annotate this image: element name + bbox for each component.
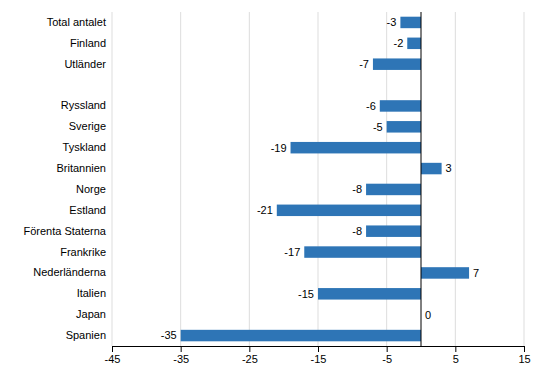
y-tick: Sverige	[69, 120, 112, 132]
bar	[291, 142, 421, 153]
y-tick-label: Nederländerna	[33, 266, 107, 278]
grid-line	[112, 12, 113, 346]
x-tick-mark	[249, 346, 250, 352]
bar	[304, 246, 421, 257]
x-tick: 15	[518, 346, 530, 365]
data-label: -15	[298, 288, 314, 300]
bar	[407, 38, 421, 49]
bar	[366, 225, 421, 236]
bar	[181, 330, 421, 341]
bar	[400, 17, 421, 28]
data-label: -17	[284, 246, 300, 258]
y-tick: Japan	[76, 308, 112, 320]
bar	[373, 58, 421, 69]
y-tick: Total antalet	[47, 16, 112, 28]
x-tick-label: 15	[518, 353, 530, 365]
data-label: -7	[359, 58, 369, 70]
data-label: -35	[161, 329, 177, 341]
x-tick-label: -5	[382, 353, 392, 365]
y-tick-label: Japan	[76, 308, 106, 320]
data-label: -5	[373, 121, 383, 133]
y-tick: Britannien	[56, 162, 112, 174]
x-tick-mark	[112, 346, 113, 352]
x-tick-mark	[181, 346, 182, 352]
x-tick-label: -15	[311, 353, 327, 365]
zero-line	[421, 12, 422, 346]
y-tick: Finland	[70, 37, 112, 49]
y-tick-label: Tyskland	[63, 141, 106, 153]
grid	[112, 12, 524, 346]
data-label: -21	[257, 204, 273, 216]
data-label: -8	[352, 183, 362, 195]
y-tick-label: Förenta Staterna	[23, 225, 106, 237]
y-tick-label: Utländer	[64, 58, 106, 70]
data-label: -8	[352, 225, 362, 237]
y-tick-label: Britannien	[56, 162, 106, 174]
bar	[277, 205, 421, 216]
data-label: -6	[366, 100, 376, 112]
y-tick-label: Italien	[77, 287, 106, 299]
x-tick-mark	[318, 346, 319, 352]
x-tick-label: 5	[453, 353, 459, 365]
y-tick: Norge	[76, 183, 112, 195]
x-tick-mark	[387, 346, 388, 352]
x-tick-mark	[455, 346, 456, 352]
x-tick-label: -25	[242, 353, 258, 365]
chart: -45 -35 -25 -15 -5 5 15 Total antalet Finland Utl…	[0, 0, 546, 376]
data-label: -2	[393, 37, 403, 49]
y-tick-label: Frankrike	[60, 246, 106, 258]
grid-line	[249, 12, 250, 346]
y-tick-label: Norge	[76, 183, 106, 195]
data-label: -3	[387, 16, 397, 28]
x-axis: -45 -35 -25 -15 -5 5 15	[105, 346, 531, 365]
y-tick-label: Ryssland	[61, 99, 106, 111]
grid-line	[180, 12, 181, 346]
y-tick: Frankrike	[60, 246, 112, 258]
x-tick: -45	[105, 346, 121, 365]
bar	[421, 163, 442, 174]
y-tick-label: Finland	[70, 37, 106, 49]
bar	[366, 184, 421, 195]
data-label: 0	[425, 309, 431, 321]
y-tick-label: Spanien	[66, 329, 106, 341]
x-tick: -25	[242, 346, 258, 365]
y-tick: Utländer	[64, 58, 112, 70]
x-tick: 5	[453, 346, 459, 365]
plot: -45 -35 -25 -15 -5 5 15 Total antalet Finland Utl…	[23, 12, 530, 365]
y-tick-label: Total antalet	[47, 16, 106, 28]
y-tick: Förenta Staterna	[23, 225, 112, 237]
bars	[181, 17, 469, 342]
y-tick-label: Sverige	[69, 120, 106, 132]
y-tick: Nederländerna	[33, 266, 112, 278]
data-label: 3	[446, 162, 452, 174]
bar	[387, 121, 421, 132]
data-label: -19	[271, 142, 287, 154]
x-tick: -5	[382, 346, 392, 365]
x-tick: -35	[173, 346, 189, 365]
data-labels: -3 -2 -7 -6 -5 -19 3 -8 -21 -8 -17 7 -15 0 -35	[161, 16, 479, 341]
bar	[318, 288, 421, 299]
y-tick-label: Estland	[69, 204, 106, 216]
data-label: 7	[473, 267, 479, 279]
y-tick: Estland	[69, 204, 112, 216]
y-tick: Ryssland	[61, 99, 112, 111]
y-tick: Italien	[77, 287, 112, 299]
x-axis-line	[113, 347, 525, 353]
x-tick-mark	[524, 346, 525, 352]
x-tick-label: -45	[105, 353, 121, 365]
y-axis: Total antalet Finland Utländer Ryssland Sver…	[23, 16, 112, 341]
bar	[380, 100, 421, 111]
y-tick: Spanien	[66, 329, 112, 341]
grid-line	[455, 12, 456, 346]
grid-line	[524, 12, 525, 346]
bar	[421, 267, 469, 278]
x-tick: -15	[311, 346, 327, 365]
x-tick-label: -35	[173, 353, 189, 365]
y-tick: Tyskland	[63, 141, 112, 153]
